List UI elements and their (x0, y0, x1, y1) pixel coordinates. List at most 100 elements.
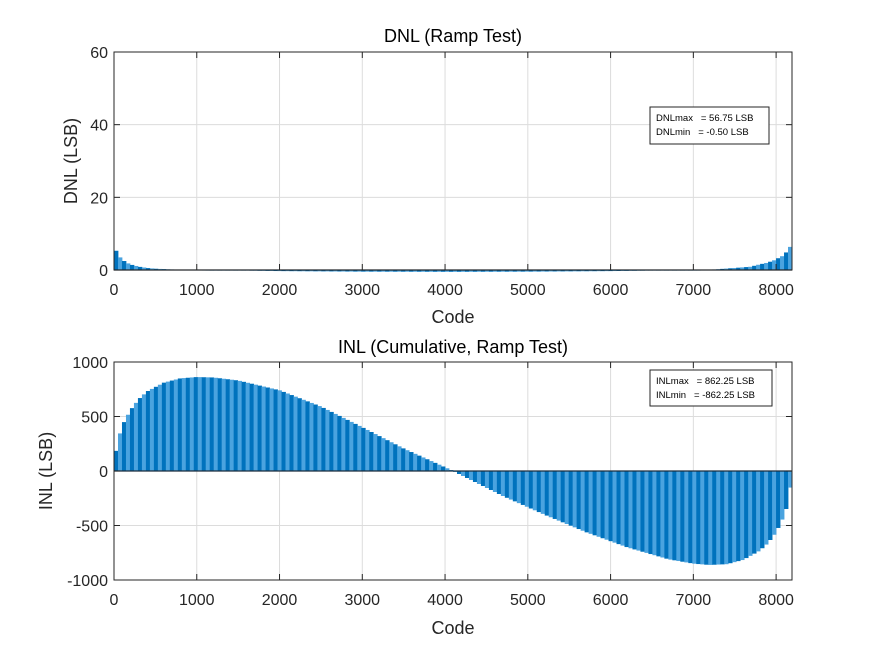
inl-bar (724, 471, 729, 565)
dnl-bar (137, 266, 143, 270)
dnl-bar (129, 264, 135, 270)
inl-bar (696, 471, 701, 565)
dnl-bar (305, 270, 310, 272)
dnl-bar (768, 261, 773, 270)
dnl-bar (445, 270, 450, 272)
inl-bar (341, 417, 346, 471)
inl-bar (536, 471, 542, 513)
inl-bar (385, 440, 390, 471)
dnl-bar (357, 270, 362, 272)
dnl-xtick-label: 2000 (262, 282, 298, 299)
inl-bar (624, 471, 629, 548)
inl-bar (584, 471, 589, 533)
inl-bar (409, 452, 414, 471)
inl-bar (752, 471, 757, 554)
inl-bar (456, 471, 462, 475)
inl-bar (157, 384, 163, 471)
inl-bar (508, 471, 514, 500)
inl-bar (748, 471, 753, 556)
dnl-bar (449, 270, 454, 272)
dnl-bar (133, 265, 139, 270)
dnl-bar (472, 270, 478, 272)
inl-bar (632, 471, 637, 550)
dnl-bar (736, 267, 741, 270)
inl-bar (472, 471, 478, 483)
dnl-bar (397, 270, 402, 272)
inl-bar (229, 379, 235, 471)
inl-bar (181, 378, 187, 471)
dnl-bar (141, 267, 147, 270)
dnl-bar (760, 263, 765, 270)
dnl-bar (580, 270, 586, 272)
inl-bar (277, 390, 282, 471)
dnl-bar (456, 270, 462, 272)
dnl-bar (405, 270, 410, 272)
inl-bar (309, 402, 314, 471)
inl-bar (648, 471, 653, 555)
dnl-bar (544, 270, 550, 272)
inl-bar (652, 471, 657, 556)
dnl-bar (572, 270, 578, 272)
inl-bar (468, 471, 474, 481)
dnl-bar (540, 270, 546, 272)
dnl-bar (520, 270, 526, 272)
inl-bar (640, 471, 645, 552)
inl-bar (245, 382, 250, 471)
dnl-bar (153, 268, 159, 270)
dnl-xtick-label: 7000 (676, 282, 712, 299)
inl-bar (417, 455, 422, 471)
inl-bar (325, 409, 330, 471)
inl-bar (125, 414, 131, 471)
inl-bar (413, 453, 418, 471)
dnl-bar (488, 270, 494, 272)
inl-bar (636, 471, 641, 551)
inl-bar (329, 411, 334, 471)
inl-bar (193, 377, 199, 471)
inl-bar (273, 389, 278, 471)
inl-bar (764, 471, 769, 545)
inl-bar (357, 425, 362, 471)
dnl-legend: DNLmax = 56.75 LSB DNLmin = -0.50 LSB (649, 106, 770, 145)
inl-bar (153, 386, 159, 471)
dnl-bar (496, 270, 502, 272)
inl-ytick-label: -1000 (67, 573, 108, 590)
inl-ylabel: INL (LSB) (36, 432, 56, 510)
inl-min-annotation: INLmin = -862.25 LSB (656, 390, 755, 401)
inl-bar (572, 471, 578, 528)
dnl-bar (744, 267, 749, 270)
inl-bar (233, 380, 239, 471)
inl-bar (532, 471, 538, 511)
dnl-bar (437, 270, 442, 272)
inl-xtick-label: 2000 (262, 592, 298, 609)
dnl-bar (337, 270, 342, 272)
inl-bar (393, 444, 398, 471)
inl-bar (441, 466, 446, 471)
inl-bar (221, 378, 227, 471)
dnl-bar (365, 270, 370, 272)
dnl-min-annotation: DNLmin = -0.50 LSB (656, 127, 749, 138)
inl-bar (425, 459, 430, 471)
inl-bar (213, 377, 219, 471)
dnl-bar (389, 270, 394, 272)
inl-bar (361, 427, 366, 471)
inl-bar (692, 471, 697, 564)
dnl-bar (584, 270, 589, 272)
inl-bar (293, 396, 298, 471)
inl-ytick-label: -500 (76, 519, 108, 536)
inl-bar (760, 471, 765, 549)
inl-bar (129, 408, 135, 471)
dnl-bar (333, 270, 338, 272)
dnl-bar (756, 264, 761, 270)
inl-bar (301, 399, 306, 471)
inl-bar (137, 398, 143, 471)
dnl-bar (560, 270, 566, 272)
inl-bar (516, 471, 522, 504)
dnl-bar (361, 270, 366, 272)
inl-bar (401, 448, 406, 471)
dnl-xtick-label: 4000 (427, 282, 463, 299)
inl-bar (556, 471, 562, 521)
inl-bar (676, 471, 681, 562)
inl-bar (117, 433, 123, 471)
inl-bar (249, 383, 254, 471)
inl-plot: 0 1000 2000 3000 4000 5000 6000 7000 8000-1000-5… (36, 337, 794, 638)
